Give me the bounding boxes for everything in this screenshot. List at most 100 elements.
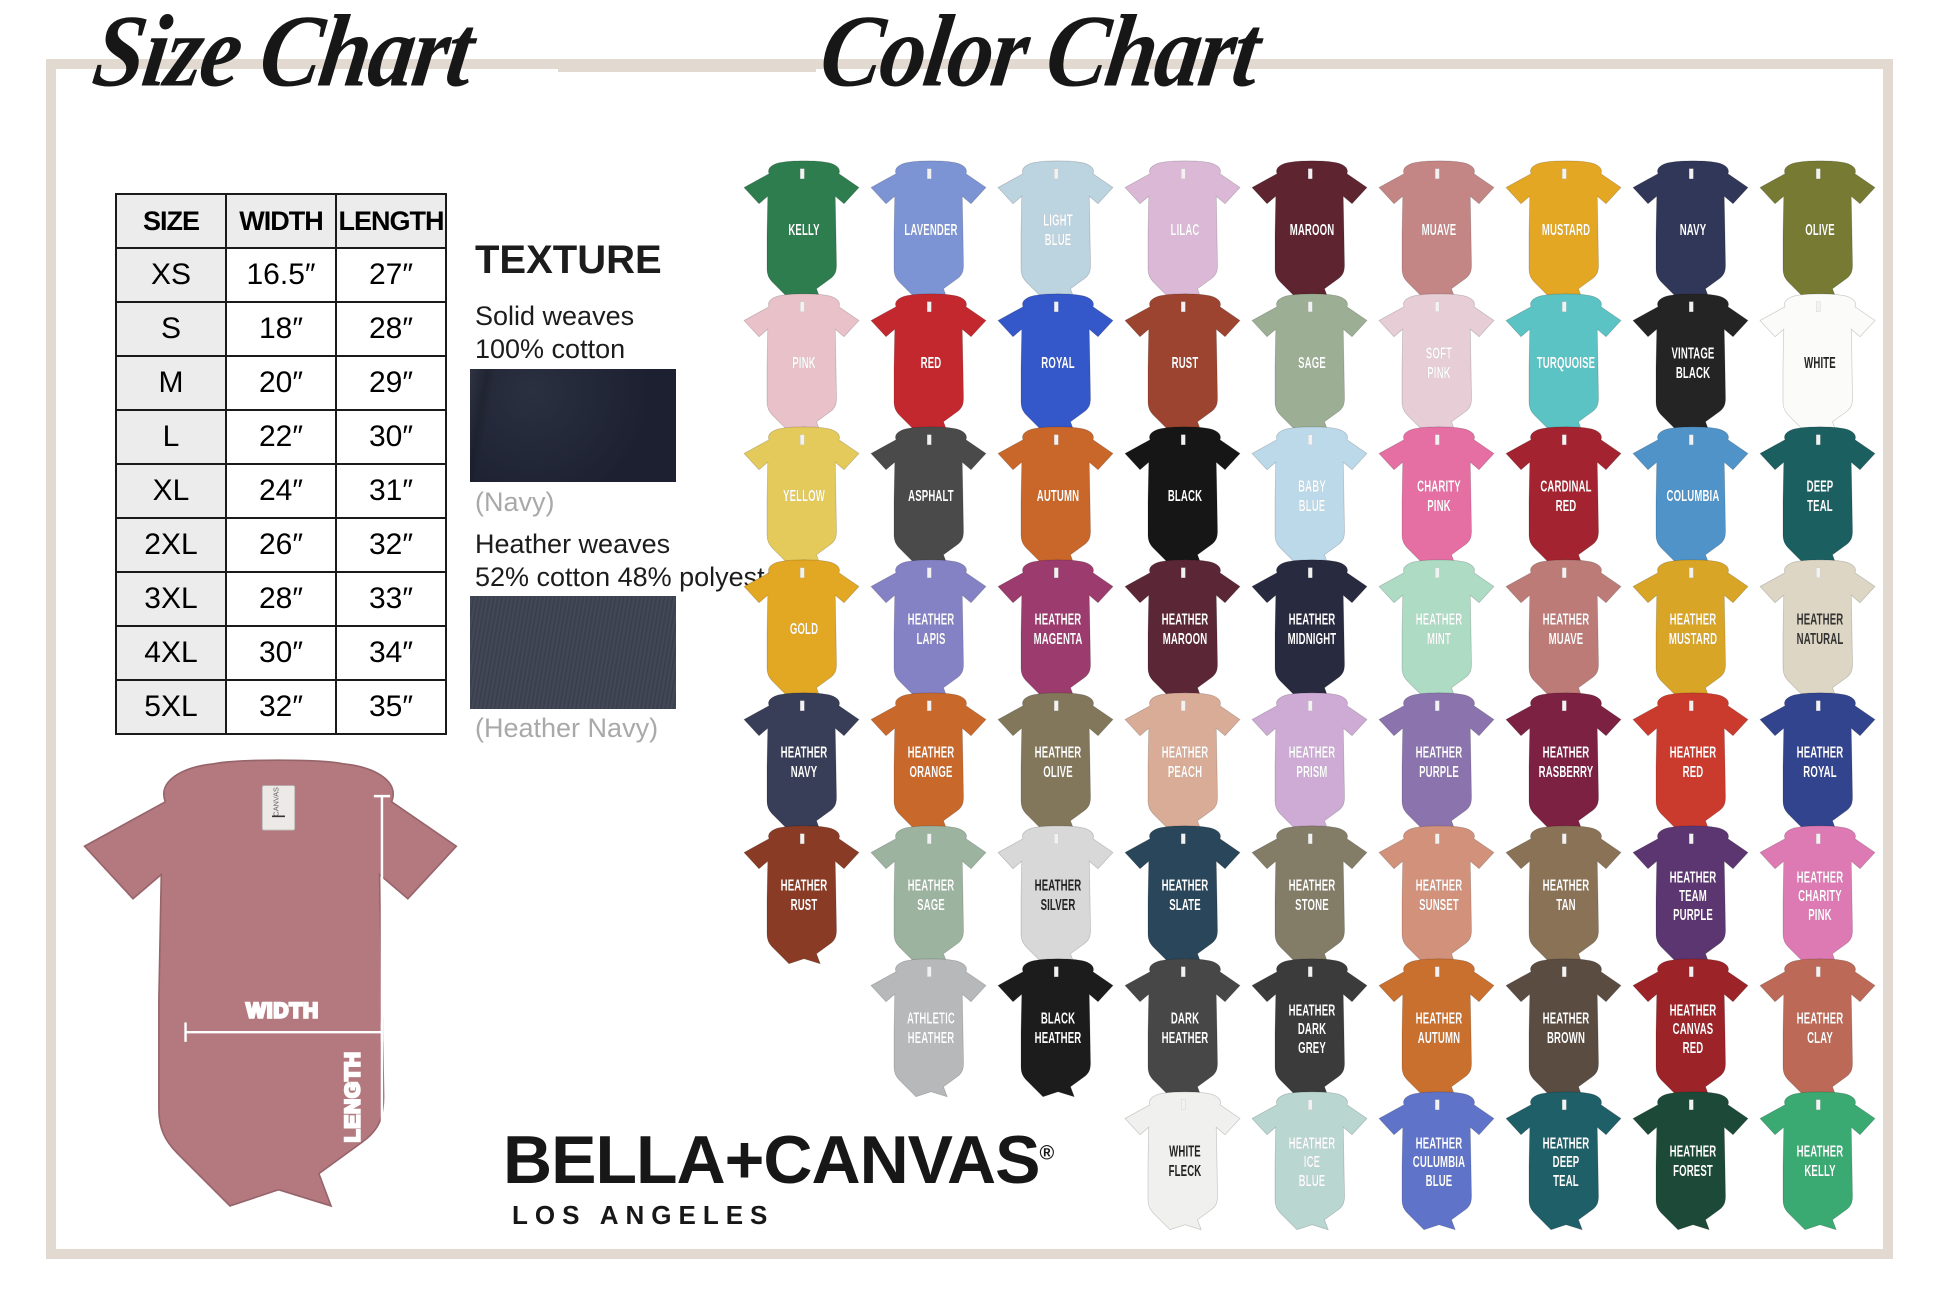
svg-text:MAROON: MAROON [1163,629,1208,647]
svg-text:VINTAGE: VINTAGE [1672,344,1715,362]
svg-text:LILAC: LILAC [1170,220,1199,238]
svg-text:AUTUMN: AUTUMN [1037,486,1079,504]
svg-text:KELLY: KELLY [1804,1161,1835,1179]
svg-text:KELLY: KELLY [788,220,819,238]
svg-text:PINK: PINK [1808,905,1832,923]
svg-text:ORANGE: ORANGE [909,762,952,780]
svg-text:TURQUOISE: TURQUOISE [1537,353,1595,371]
svg-text:HEATHER: HEATHER [908,610,955,628]
svg-text:YELLOW: YELLOW [783,486,825,504]
svg-text:LIGHT: LIGHT [1043,211,1073,229]
svg-text:GREY: GREY [1298,1038,1326,1056]
svg-text:DARK: DARK [1171,1009,1200,1027]
svg-text:TEAL: TEAL [1553,1171,1579,1189]
svg-text:SAGE: SAGE [917,895,945,913]
svg-text:PURPLE: PURPLE [1419,762,1459,780]
svg-text:HEATHER: HEATHER [1543,1134,1590,1152]
svg-text:HEATHER: HEATHER [1416,876,1463,894]
svg-text:HEATHER: HEATHER [1797,610,1844,628]
svg-text:ICE: ICE [1304,1153,1320,1171]
svg-text:HEATHER: HEATHER [1670,868,1717,886]
svg-text:GOLD: GOLD [790,619,818,637]
svg-text:PRISM: PRISM [1296,762,1327,780]
svg-text:HEATHER: HEATHER [1162,876,1209,894]
svg-text:ROYAL: ROYAL [1041,353,1074,371]
svg-text:MAROON: MAROON [1290,220,1335,238]
svg-text:BLUE: BLUE [1426,1171,1453,1189]
svg-text:RED: RED [1556,496,1577,514]
svg-text:HEATHER: HEATHER [1416,610,1463,628]
svg-text:ROYAL: ROYAL [1803,762,1836,780]
svg-text:HEATHER: HEATHER [1797,743,1844,761]
svg-text:PEACH: PEACH [1168,762,1202,780]
svg-text:MINT: MINT [1427,629,1451,647]
svg-text:HEATHER: HEATHER [1670,610,1717,628]
svg-text:PINK: PINK [792,353,816,371]
svg-text:MAGENTA: MAGENTA [1034,629,1083,647]
svg-text:TEAL: TEAL [1807,496,1833,514]
svg-text:SOFT: SOFT [1426,344,1452,362]
svg-text:TAN: TAN [1556,895,1575,913]
svg-text:STONE: STONE [1295,895,1329,913]
svg-text:HEATHER: HEATHER [1035,610,1082,628]
svg-text:MUSTARD: MUSTARD [1669,629,1717,647]
svg-text:FLECK: FLECK [1169,1161,1202,1179]
svg-text:DARK: DARK [1298,1020,1327,1038]
svg-text:LAPIS: LAPIS [916,629,945,647]
svg-text:HEATHER: HEATHER [1035,876,1082,894]
svg-text:HEATHER: HEATHER [1162,1028,1209,1046]
svg-text:HEATHER: HEATHER [908,876,955,894]
svg-text:AUTUMN: AUTUMN [1418,1028,1460,1046]
svg-text:RED: RED [1683,1038,1704,1056]
svg-text:RED: RED [921,353,942,371]
svg-text:HEATHER: HEATHER [1289,610,1336,628]
svg-text:HEATHER: HEATHER [1162,610,1209,628]
svg-text:SUNSET: SUNSET [1419,895,1459,913]
svg-text:HEATHER: HEATHER [1543,610,1590,628]
svg-text:CANVAS: CANVAS [272,787,281,816]
svg-text:HEATHER: HEATHER [1670,1001,1717,1019]
svg-text:HEATHER: HEATHER [1289,1001,1336,1019]
svg-text:RASBERRY: RASBERRY [1539,762,1594,780]
svg-text:OLIVE: OLIVE [1043,762,1073,780]
svg-text:RUST: RUST [1172,353,1199,371]
svg-text:BABY: BABY [1298,477,1326,495]
svg-text:ATHLETIC: ATHLETIC [907,1009,955,1027]
svg-text:FOREST: FOREST [1673,1161,1713,1179]
svg-text:DEEP: DEEP [1553,1153,1580,1171]
svg-text:CHARITY: CHARITY [1798,887,1842,905]
svg-text:HEATHER: HEATHER [1289,743,1336,761]
svg-text:BLUE: BLUE [1299,496,1326,514]
svg-text:HEATHER: HEATHER [1670,743,1717,761]
svg-text:BLACK: BLACK [1041,1009,1076,1027]
svg-text:HEATHER: HEATHER [908,1028,955,1046]
svg-text:HEATHER: HEATHER [781,876,828,894]
svg-text:HEATHER: HEATHER [1162,743,1209,761]
svg-text:LAVENDER: LAVENDER [904,220,957,238]
svg-text:HEATHER: HEATHER [1543,876,1590,894]
svg-text:WIDTH: WIDTH [246,1000,319,1023]
svg-text:SLATE: SLATE [1169,895,1200,913]
svg-text:CULUMBIA: CULUMBIA [1413,1153,1466,1171]
svg-text:HEATHER: HEATHER [908,743,955,761]
svg-text:BLUE: BLUE [1299,1171,1326,1189]
svg-text:ASPHALT: ASPHALT [908,486,954,504]
svg-text:HEATHER: HEATHER [1416,1134,1463,1152]
svg-text:MUAVE: MUAVE [1549,629,1584,647]
svg-text:SILVER: SILVER [1041,895,1076,913]
svg-text:PURPLE: PURPLE [1673,905,1713,923]
svg-text:CANVAS: CANVAS [1673,1020,1714,1038]
svg-text:CLAY: CLAY [1807,1028,1833,1046]
svg-text:HEATHER: HEATHER [1543,743,1590,761]
svg-text:BLUE: BLUE [1045,230,1072,248]
svg-text:OLIVE: OLIVE [1805,220,1835,238]
svg-text:HEATHER: HEATHER [1797,868,1844,886]
svg-text:HEATHER: HEATHER [1289,876,1336,894]
svg-text:HEATHER: HEATHER [1289,1134,1336,1152]
svg-text:PINK: PINK [1427,363,1451,381]
svg-text:HEATHER: HEATHER [1416,1009,1463,1027]
svg-text:CARDINAL: CARDINAL [1540,477,1591,495]
svg-text:WHITE: WHITE [1804,353,1836,371]
svg-text:HEATHER: HEATHER [1543,1009,1590,1027]
svg-text:NATURAL: NATURAL [1797,629,1844,647]
